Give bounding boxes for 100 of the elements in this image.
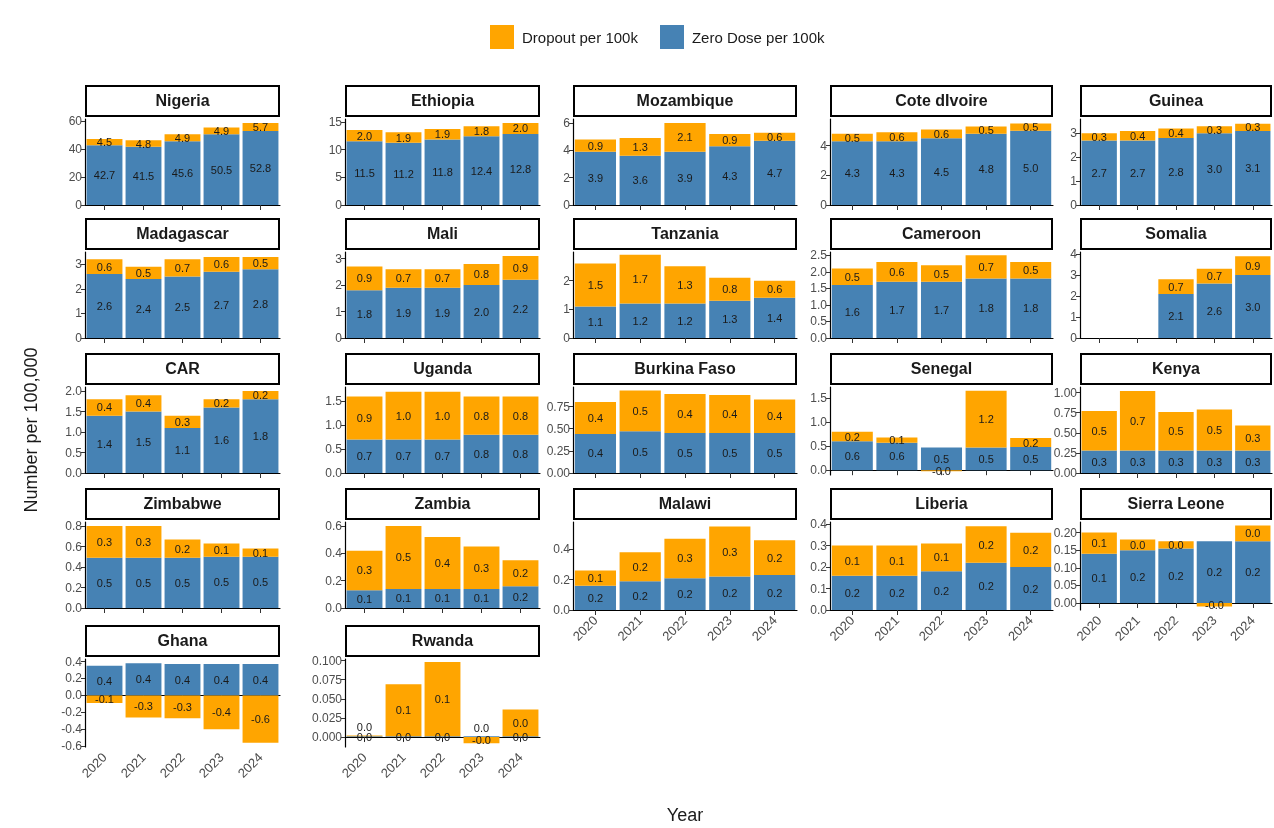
y-tick-label: 1 <box>75 306 83 321</box>
y-tick-label: 0.0 <box>65 688 83 703</box>
bar <box>1010 567 1052 610</box>
bar <box>1081 532 1117 554</box>
bar <box>502 434 539 473</box>
data-label: 0.6 <box>889 265 905 278</box>
chart-title: Zambia <box>345 488 540 520</box>
bar <box>463 285 500 338</box>
data-label: 0.0 <box>356 721 373 734</box>
data-label: 0.7 <box>395 450 412 463</box>
bar <box>242 131 279 205</box>
bar <box>1196 541 1233 603</box>
bar <box>385 142 422 205</box>
data-label: 1.0 <box>395 409 412 422</box>
data-label: 52.8 <box>249 162 272 175</box>
data-label: 0.7 <box>395 272 412 285</box>
data-label: 0.4 <box>174 673 191 686</box>
y-tick-label: 1.0 <box>810 415 828 430</box>
bar <box>424 139 461 205</box>
data-label: 0.4 <box>135 397 152 410</box>
y-tick-label: 0 <box>563 331 571 345</box>
data-label: 0.7 <box>434 272 451 285</box>
data-label: 2.7 <box>1091 166 1107 179</box>
y-tick-label: 0.2 <box>553 572 571 587</box>
bar <box>965 526 1007 563</box>
data-label: 0.0 <box>395 730 412 743</box>
bar <box>619 390 661 432</box>
data-label: 0.2 <box>1023 436 1039 449</box>
bar <box>574 263 617 307</box>
bar <box>385 269 422 288</box>
data-label: 0.4 <box>1168 127 1184 140</box>
bar <box>876 442 918 471</box>
bar <box>424 439 461 473</box>
bar <box>965 133 1007 205</box>
y-tick-label: 0.8 <box>65 519 83 534</box>
data-label: 0.4 <box>766 410 783 423</box>
chart-title: Mozambique <box>573 85 797 117</box>
bar <box>125 411 162 473</box>
y-tick-label: 0.2 <box>65 671 83 686</box>
data-label: 0.4 <box>722 408 738 421</box>
data-label: 2.4 <box>135 302 152 315</box>
data-label: 3.0 <box>1206 163 1223 176</box>
y-tick-label: 0.025 <box>311 710 343 725</box>
data-label: 0.0 <box>1129 538 1146 551</box>
bar <box>164 427 201 473</box>
chart-title: Uganda <box>345 353 540 385</box>
bar <box>619 303 661 338</box>
y-tick-label: -0.4 <box>61 722 83 737</box>
data-label: 0.1 <box>889 554 905 567</box>
y-tick-label: 0 <box>75 331 83 345</box>
bar <box>664 538 706 579</box>
data-label: 1.1 <box>174 444 191 457</box>
bar <box>242 269 279 338</box>
y-tick-label: 40 <box>68 141 83 156</box>
bar <box>242 556 279 608</box>
data-label: 0.0 <box>1168 538 1184 551</box>
data-label: 0.2 <box>632 560 648 573</box>
y-tick-label: 0.00 <box>1053 595 1078 610</box>
y-tick-label: 0.4 <box>810 517 828 532</box>
y-tick-label: 2 <box>75 281 83 296</box>
data-label: 0.8 <box>722 283 738 296</box>
data-label: 3.9 <box>677 172 693 185</box>
data-label: 2.1 <box>1168 309 1184 322</box>
bar <box>385 526 422 589</box>
bar <box>664 151 706 205</box>
data-label: 0.5 <box>632 446 648 459</box>
data-label: 0.2 <box>174 542 191 555</box>
bar <box>664 303 706 338</box>
bar <box>424 287 461 338</box>
data-label: 0.2 <box>889 586 905 599</box>
bar <box>619 431 661 473</box>
y-tick-label: 0 <box>1070 198 1078 212</box>
data-label: 0.6 <box>889 450 905 463</box>
y-tick-label: 0.75 <box>1053 405 1078 420</box>
y-tick-label: 3 <box>1070 126 1078 141</box>
data-label: 0.0 <box>512 716 529 729</box>
y-tick-label: 2 <box>335 278 343 293</box>
y-tick-label: 0.00 <box>546 466 571 480</box>
y-tick-label: 6 <box>563 116 571 131</box>
data-label: 4.3 <box>889 167 905 180</box>
data-label: 0.1 <box>395 704 412 717</box>
data-label: 2.0 <box>473 305 490 318</box>
data-label: 12.4 <box>470 164 493 177</box>
data-label: 0.2 <box>722 587 738 600</box>
bar <box>1235 130 1271 205</box>
data-label: 4.3 <box>844 167 860 180</box>
data-label: 0.5 <box>1091 424 1107 437</box>
data-label: 50.5 <box>210 163 233 176</box>
y-tick-label: 0.3 <box>810 538 828 553</box>
chart-title: Kenya <box>1080 353 1272 385</box>
bar <box>424 391 461 440</box>
data-label: 0.1 <box>473 592 490 605</box>
bar <box>424 537 461 589</box>
y-tick-label: 1.0 <box>810 297 828 312</box>
bar <box>574 402 617 434</box>
chart-title: CAR <box>85 353 280 385</box>
y-tick-label: 1 <box>1070 310 1078 325</box>
bar <box>831 441 873 471</box>
bar <box>753 399 796 434</box>
data-label: 1.2 <box>978 413 994 426</box>
